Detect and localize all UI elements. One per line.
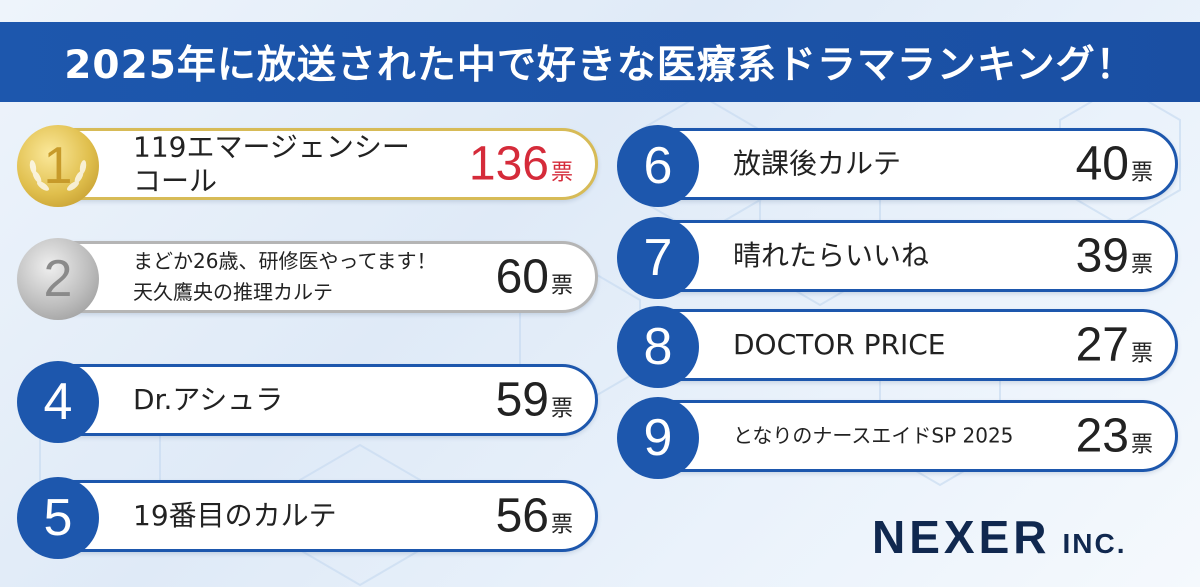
rank-number: 4: [43, 373, 73, 431]
drama-title-line: Dr.アシュラ: [133, 383, 284, 417]
vote-unit: 票: [1130, 432, 1153, 458]
ranking-card: 6 放課後カルテ 40 票: [617, 125, 1178, 207]
ranking-card: 8 DOCTOR PRICE 27 票: [617, 306, 1178, 388]
vote-count: 59 票: [496, 373, 573, 428]
page-title: 2025年に放送された中で好きな医療系ドラマランキング！: [64, 43, 1136, 88]
vote-number: 136: [468, 137, 549, 191]
drama-title-line: まどか26歳、研修医やってます！: [133, 249, 437, 273]
drama-title-line: DOCTOR PRICE: [733, 328, 946, 362]
drama-title: 放課後カルテ: [733, 147, 901, 181]
logo-sub-text: INC.: [1062, 528, 1127, 559]
drama-title-line: 119エマージェンシー: [133, 130, 410, 164]
rank-badge: 9: [617, 397, 699, 479]
drama-title: Dr.アシュラ: [133, 383, 283, 417]
rank-number: 1: [43, 137, 73, 195]
vote-unit: 票: [550, 512, 573, 538]
title-banner: 2025年に放送された中で好きな医療系ドラマランキング！: [0, 22, 1200, 102]
ranking-card: 5 19番目のカルテ 56 票: [17, 477, 598, 559]
vote-number: 59: [495, 373, 549, 427]
ranking-card: 1 119エマージェンシー コール 136 票: [17, 125, 598, 207]
vote-number: 27: [1075, 318, 1129, 372]
rank-number: 6: [643, 137, 673, 195]
drama-title: 晴れたらいいね: [733, 239, 929, 273]
rank-number: 5: [43, 489, 73, 547]
rank-badge: 7: [617, 217, 699, 299]
rank-badge: 4: [17, 361, 99, 443]
vote-count: 56 票: [496, 489, 573, 544]
drama-title-line: 天久鷹央の推理カルテ: [133, 280, 333, 304]
rank-badge: 6: [617, 125, 699, 207]
rank-badge: 5: [17, 477, 99, 559]
drama-title: 119エマージェンシー コール: [133, 130, 410, 197]
drama-title-line: となりのナースエイドSP 2025: [733, 423, 1014, 448]
drama-title-line: コール: [133, 164, 218, 197]
drama-title-line: 19番目のカルテ: [133, 499, 337, 533]
rank-badge: 1: [17, 125, 99, 207]
drama-title: まどか26歳、研修医やってます！ 天久鷹央の推理カルテ: [133, 246, 436, 308]
drama-title: DOCTOR PRICE: [733, 328, 946, 362]
vote-count: 39 票: [1076, 229, 1153, 284]
vote-unit: 票: [550, 160, 573, 186]
vote-count: 60 票: [496, 250, 573, 305]
vote-count: 27 票: [1076, 318, 1153, 373]
vote-number: 60: [495, 250, 549, 304]
ranking-card: 2 まどか26歳、研修医やってます！ 天久鷹央の推理カルテ 60 票: [17, 238, 598, 320]
rank-number: 9: [643, 409, 673, 467]
nexer-logo: NEXER INC.: [872, 510, 1126, 564]
drama-title: 19番目のカルテ: [133, 499, 337, 533]
laurel-icon: [29, 160, 87, 191]
vote-unit: 票: [1130, 341, 1153, 367]
vote-number: 23: [1075, 409, 1129, 463]
rank-badge: 2: [17, 238, 99, 320]
ranking-card: 7 晴れたらいいね 39 票: [617, 217, 1178, 299]
ranking-card: 4 Dr.アシュラ 59 票: [17, 361, 598, 443]
vote-unit: 票: [550, 273, 573, 299]
vote-number: 39: [1075, 229, 1129, 283]
vote-count: 23 票: [1076, 409, 1153, 464]
vote-unit: 票: [1130, 252, 1153, 278]
vote-number: 40: [1075, 137, 1129, 191]
vote-count: 40 票: [1076, 137, 1153, 192]
vote-number: 56: [495, 489, 549, 543]
rank-number: 2: [43, 250, 73, 308]
ranking-card: 9 となりのナースエイドSP 2025 23 票: [617, 397, 1178, 479]
rank-number: 8: [643, 318, 673, 376]
drama-title: となりのナースエイドSP 2025: [733, 421, 1013, 452]
drama-title-line: 晴れたらいいね: [733, 239, 930, 273]
vote-unit: 票: [1130, 160, 1153, 186]
rank-badge: 8: [617, 306, 699, 388]
vote-unit: 票: [550, 396, 573, 422]
drama-title-line: 放課後カルテ: [733, 147, 902, 181]
vote-count: 136 票: [469, 137, 573, 192]
logo-main-text: NEXER: [872, 511, 1051, 563]
rank-number: 7: [643, 229, 673, 287]
